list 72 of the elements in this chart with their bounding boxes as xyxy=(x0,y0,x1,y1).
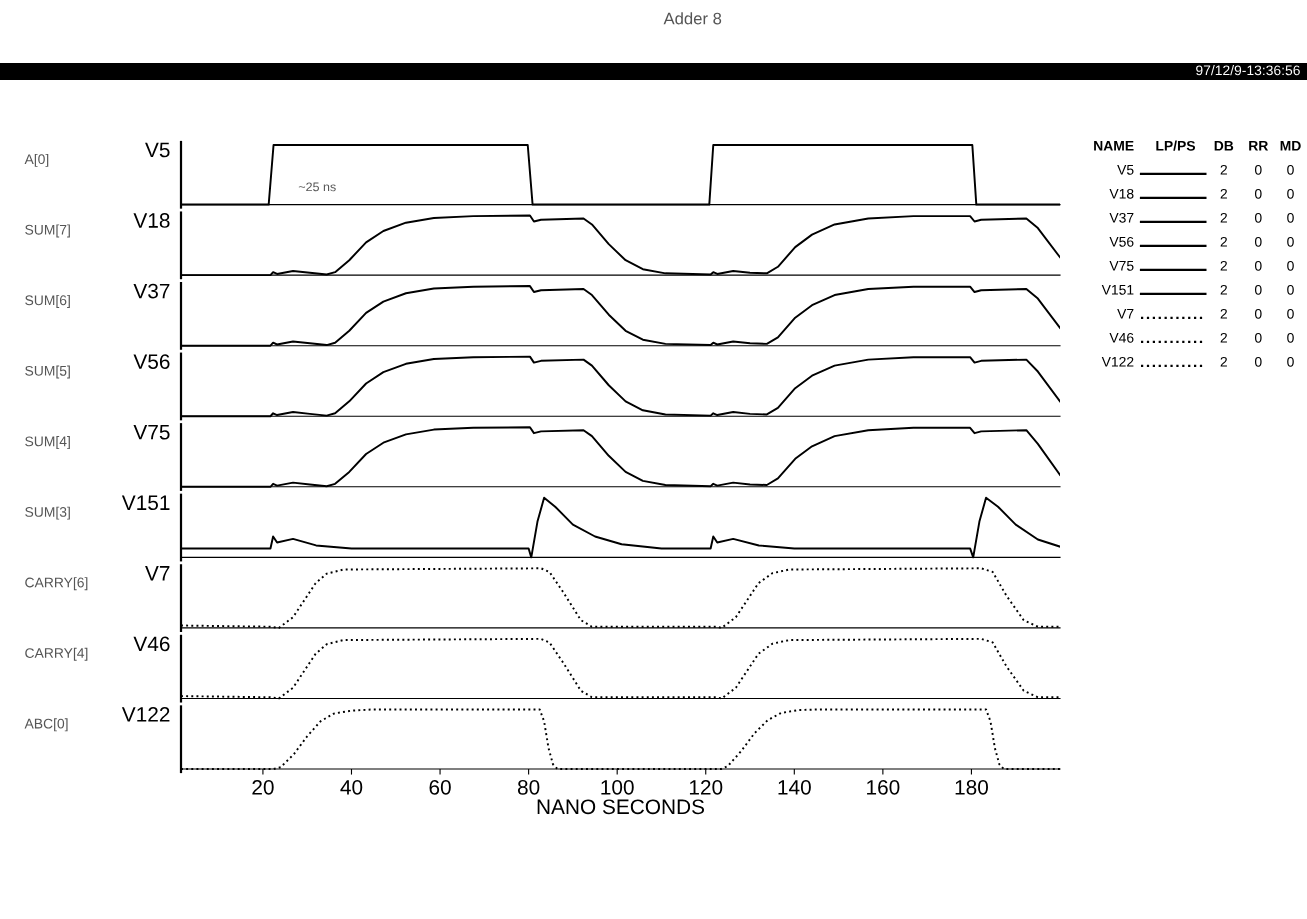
text: MD xyxy=(1280,141,1301,151)
text: 2 xyxy=(1220,356,1227,367)
x-tick-label: 160 xyxy=(867,779,900,795)
text: NAME xyxy=(1094,141,1134,151)
text: 0 xyxy=(1254,188,1262,199)
y-axis-title: SUM[4] xyxy=(25,436,70,450)
y-axis-title: SUM[5] xyxy=(25,365,70,379)
y-axis-title: CARRY[4] xyxy=(25,647,88,661)
text: V18 xyxy=(133,213,170,228)
text: 0 xyxy=(1254,284,1262,295)
text: V75 xyxy=(133,424,170,440)
x-tick-label: 60 xyxy=(429,779,451,795)
text: 0 xyxy=(1254,212,1262,223)
text: 0 xyxy=(1254,164,1262,175)
text: 2 xyxy=(1220,308,1227,319)
text: 2 xyxy=(1220,236,1227,247)
text: 0 xyxy=(1287,332,1294,343)
text: V46 xyxy=(133,636,170,652)
text: V7 xyxy=(1117,309,1134,319)
text: 0 xyxy=(1287,164,1294,175)
x-tick-label: 20 xyxy=(252,779,274,795)
text: V122 xyxy=(121,706,170,722)
y-axis-title: A[0] xyxy=(24,153,49,167)
text: 0 xyxy=(1254,236,1262,247)
text: 0 xyxy=(1254,332,1262,343)
text: LP/PS xyxy=(1156,140,1196,151)
legend-label: V151 xyxy=(1101,285,1134,295)
y-axis-title: SUM[7] xyxy=(25,224,70,238)
text: V37 xyxy=(1109,212,1134,223)
text: 0 xyxy=(1254,260,1262,271)
chart-title: Adder 8 xyxy=(663,12,722,25)
text: 0 xyxy=(1287,356,1294,367)
y-axis-title: SUM[3] xyxy=(25,506,70,520)
text: 2 xyxy=(1220,260,1227,271)
text: 2 xyxy=(1220,212,1227,223)
text: 0 xyxy=(1287,284,1294,295)
text: 2 xyxy=(1220,188,1227,199)
text: 0 xyxy=(1254,308,1262,319)
x-axis-title: NANO SECONDS xyxy=(537,799,705,815)
x-tick-label: 80 xyxy=(517,779,540,795)
x-tick-label: 120 xyxy=(689,779,723,795)
text: 0 xyxy=(1287,260,1294,271)
text: 2 xyxy=(1220,164,1227,175)
text: V56 xyxy=(133,354,170,369)
text: RR xyxy=(1249,141,1269,151)
x-tick-label: 100 xyxy=(601,779,634,795)
text: V5 xyxy=(145,142,170,158)
text: V75 xyxy=(1109,261,1134,271)
text: 0 xyxy=(1287,308,1294,319)
text: V56 xyxy=(1109,236,1134,247)
text: 0 xyxy=(1287,236,1294,247)
annotation: ~25 ns xyxy=(298,182,336,192)
y-axis-title: ABC[0] xyxy=(24,718,68,732)
text: V37 xyxy=(133,283,170,299)
text: V7 xyxy=(145,566,170,581)
text: 97/12/9-13:36:56 xyxy=(1196,65,1300,76)
y-axis-title: CARRY[6] xyxy=(25,577,88,591)
text: 0 xyxy=(1254,356,1262,367)
text: 2 xyxy=(1220,332,1227,343)
x-tick-label: 40 xyxy=(340,779,363,795)
x-tick-label: 180 xyxy=(955,779,988,795)
text: 0 xyxy=(1287,188,1294,199)
text: 0 xyxy=(1287,212,1294,223)
text: V18 xyxy=(1109,188,1134,199)
text: 2 xyxy=(1220,284,1227,295)
text: DB xyxy=(1214,141,1234,151)
legend-label: V5 xyxy=(1117,165,1134,175)
text: V46 xyxy=(1109,332,1134,343)
text: V151 xyxy=(121,495,170,511)
x-tick-label: 140 xyxy=(778,779,811,795)
y-axis-title: SUM[6] xyxy=(25,294,70,308)
text: V122 xyxy=(1101,356,1134,367)
